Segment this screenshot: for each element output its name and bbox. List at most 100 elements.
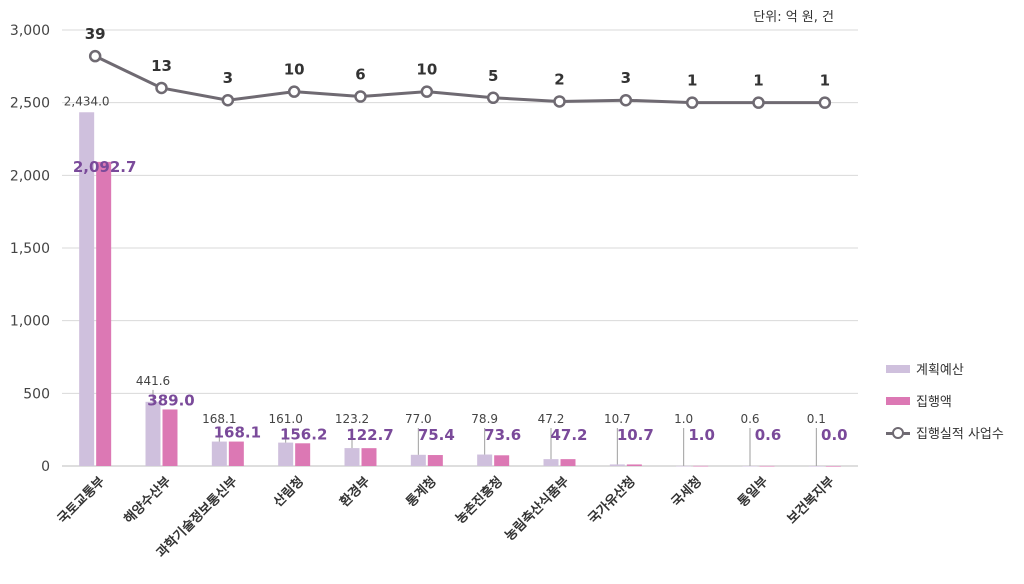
bar-label-plan: 47.2 — [538, 412, 565, 426]
x-tick-label: 국세청 — [668, 474, 705, 511]
y-tick-label: 1,500 — [10, 241, 50, 257]
count-label: 10 — [416, 61, 437, 79]
bar-exec — [295, 443, 311, 466]
count-point — [818, 96, 832, 109]
bar-label-exec: 0.0 — [821, 426, 848, 444]
x-tick-label: 통일부 — [735, 474, 771, 510]
bar-label-plan: 10.7 — [604, 412, 631, 426]
count-point — [553, 95, 566, 108]
legend: 계획예산 집행액 집행실적 사업수 — [886, 360, 1004, 456]
x-tick-label: 보건복지부 — [784, 473, 838, 527]
bar-plan — [609, 464, 625, 466]
bar-label-exec: 75.4 — [418, 426, 455, 444]
bar-label-plan: 161.0 — [268, 412, 302, 426]
bar-label-exec: 156.2 — [280, 425, 327, 443]
count-label: 6 — [355, 66, 365, 84]
bar-label-plan: 441.6 — [136, 374, 170, 388]
bar-label-exec: 1.0 — [688, 426, 715, 444]
count-point — [221, 93, 235, 107]
bar-plan — [344, 448, 360, 466]
bars — [79, 112, 841, 467]
count-label: 1 — [753, 72, 763, 90]
count-label: 3 — [621, 69, 631, 87]
bar-label-plan: 77.0 — [405, 412, 432, 426]
y-tick-label: 1,000 — [10, 314, 50, 330]
x-tick-label: 통계청 — [403, 474, 440, 511]
count-point — [287, 85, 301, 98]
bar-label-exec: 2,092.7 — [73, 158, 137, 176]
y-tick-label: 500 — [23, 386, 50, 402]
count-point — [619, 93, 633, 107]
legend-item-plan: 계획예산 — [886, 360, 1004, 378]
bar-plan — [742, 465, 758, 467]
count-point — [486, 91, 500, 105]
count-point — [685, 96, 699, 109]
count-label: 39 — [85, 25, 106, 43]
bar-plan — [543, 459, 559, 466]
legend-item-exec: 집행액 — [886, 392, 1004, 410]
bar-exec — [825, 466, 841, 467]
bar-label-plan: 0.1 — [807, 412, 826, 426]
bar-exec — [693, 465, 709, 467]
count-point — [88, 49, 102, 63]
y-tick-label: 3,000 — [10, 23, 50, 39]
unit-label: 단위: 억 원, 건 — [753, 10, 834, 25]
count-point — [752, 96, 765, 109]
count-label: 10 — [284, 61, 305, 79]
bar-plan — [410, 454, 426, 466]
y-axis: 0 500 1,000 1,500 2,000 2,500 3,000 — [10, 23, 50, 475]
bar-label-plan: 123.2 — [335, 412, 369, 426]
project-count-line: 39 13 3 10 6 10 5 2 3 1 1 1 — [85, 25, 832, 109]
y-tick-label: 2,500 — [10, 96, 50, 112]
x-tick-label: 농림축산식품부 — [502, 473, 573, 544]
count-line — [94, 54, 825, 105]
bar-plan — [477, 454, 493, 466]
count-label: 1 — [820, 72, 830, 90]
bar-label-exec: 47.2 — [550, 426, 587, 444]
bar-plan — [808, 465, 824, 467]
bar-label-exec: 0.6 — [755, 426, 782, 444]
x-tick-label: 국토교통부 — [55, 474, 108, 527]
legend-item-count: 집행실적 사업수 — [886, 424, 1004, 442]
x-tick-label: 농촌진흥청 — [452, 474, 506, 528]
bar-exec — [361, 448, 377, 466]
count-point — [354, 90, 367, 103]
bar-label-plan: 168.1 — [202, 412, 236, 426]
bar-exec — [560, 459, 576, 466]
x-tick-label: 국가유산청 — [585, 474, 639, 528]
bar-exec — [427, 455, 443, 466]
bar-label-exec: 389.0 — [147, 391, 194, 409]
bar-label-plan: 1.0 — [674, 412, 693, 426]
bar-plan — [211, 441, 227, 466]
bar-label-exec: 73.6 — [484, 426, 521, 444]
count-label: 2 — [554, 70, 564, 88]
y-tick-label: 0 — [41, 459, 50, 475]
x-tick-label: 환경부 — [337, 473, 374, 510]
count-label: 5 — [488, 67, 498, 85]
bar-exec — [494, 455, 510, 466]
bar-labels: 2,434.02,092.7441.6389.0168.1168.1161.01… — [64, 94, 848, 444]
bar-plan — [676, 465, 692, 467]
bar-label-plan: 2,434.0 — [64, 94, 110, 108]
legend-swatch-plan — [886, 364, 910, 373]
count-point — [155, 81, 168, 95]
bar-plan — [278, 442, 294, 466]
bar-exec — [162, 409, 178, 466]
bar-label-plan: 78.9 — [471, 412, 498, 426]
label-leaders — [152, 389, 817, 466]
count-label: 3 — [223, 69, 233, 87]
bar-label-exec: 10.7 — [617, 426, 654, 444]
x-tick-label: 산림청 — [270, 474, 307, 511]
bar-plan — [79, 112, 95, 466]
count-label: 13 — [151, 57, 172, 75]
bar-label-plan: 0.6 — [740, 412, 759, 426]
bar-label-exec: 122.7 — [346, 426, 393, 444]
x-tick-label: 해양수산부 — [121, 473, 175, 527]
legend-swatch-count — [886, 426, 910, 440]
count-label: 1 — [687, 72, 697, 90]
count-point — [420, 85, 434, 98]
bar-exec — [626, 464, 642, 466]
y-tick-label: 2,000 — [10, 168, 50, 184]
bar-exec — [96, 161, 112, 466]
